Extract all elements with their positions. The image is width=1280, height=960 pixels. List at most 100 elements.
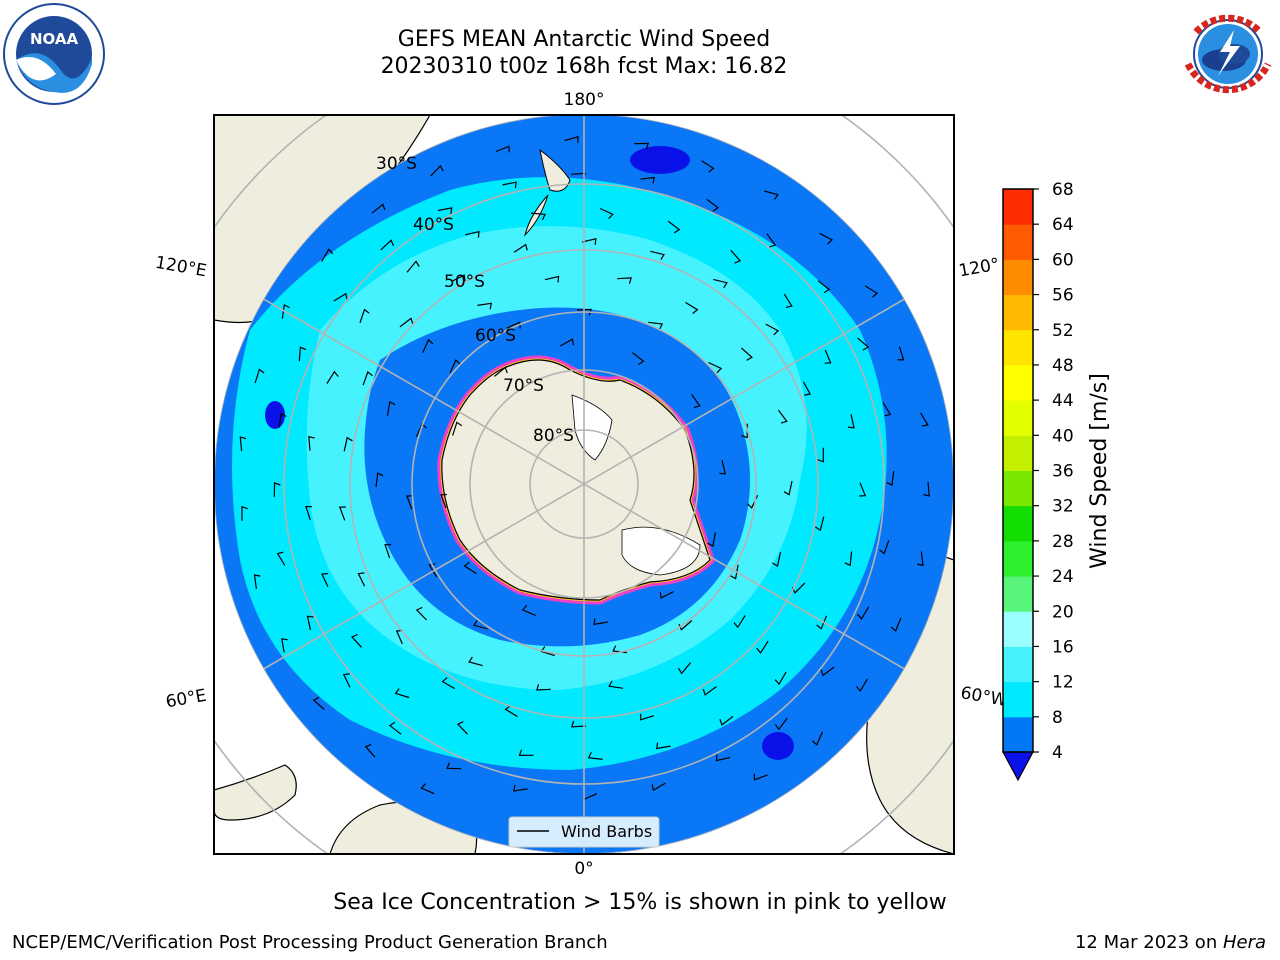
map-frame-border	[213, 114, 955, 855]
colorbar-segment	[1003, 329, 1033, 366]
graticule	[214, 115, 954, 854]
wind-barb	[879, 540, 890, 555]
chart-subtitle: 20230310 t00z 168h fcst Max: 16.82	[380, 54, 788, 79]
footer-date-text: 12 Mar 2023 on	[1074, 932, 1223, 953]
wind-barb	[449, 359, 461, 374]
wind-barb	[855, 678, 868, 693]
wind-barb	[357, 572, 366, 587]
wind-barb	[859, 482, 867, 497]
calm-patch	[630, 146, 690, 174]
wind-barb	[756, 640, 769, 654]
wind-barb	[362, 371, 373, 386]
wind-barb	[774, 671, 787, 686]
lon-label-120e: 120°E	[154, 253, 208, 282]
wind-barb	[518, 749, 534, 757]
wind-barb	[713, 278, 728, 289]
wind-barb	[811, 731, 823, 746]
wind-barb	[422, 338, 434, 353]
colorbar-segment	[1003, 224, 1033, 260]
wind-barb	[593, 618, 608, 626]
lat-label-80s: 80°S	[533, 426, 574, 446]
wind-barb	[428, 563, 438, 578]
noaa-logo: NOAA	[3, 3, 105, 105]
wind-barb	[667, 220, 681, 234]
footer-credit: NCEP/EMC/Verification Post Processing Pr…	[12, 932, 608, 953]
wind-barb	[719, 715, 734, 726]
ross-ice-shelf	[571, 394, 613, 461]
wind-barb	[701, 160, 715, 173]
wind-barb	[468, 656, 483, 667]
colorbar-tick-label: 28	[1052, 532, 1074, 552]
wind-barb	[343, 436, 353, 452]
colorbar-segment	[1003, 611, 1033, 647]
wind-barb	[452, 421, 463, 436]
nws-logo	[1178, 4, 1278, 104]
wind-barb	[477, 302, 493, 310]
legend-box	[508, 816, 660, 848]
wind-barb	[495, 145, 510, 153]
wind-barb	[651, 782, 666, 792]
wind-barb	[659, 591, 674, 599]
wind-barb	[375, 472, 384, 488]
wind-barb	[708, 361, 723, 374]
wind-barb	[273, 482, 281, 497]
colorbar-tick-label: 44	[1052, 391, 1074, 411]
colorbar-segment	[1003, 646, 1033, 683]
wind-barb	[278, 412, 287, 428]
colorbar-segments	[1003, 189, 1033, 753]
wind-barb	[430, 164, 444, 177]
wind-barb	[764, 190, 779, 200]
colorbar-segment	[1003, 294, 1033, 331]
wind-barb	[634, 142, 650, 150]
wind-barb	[308, 435, 315, 451]
wind-barb	[544, 275, 560, 283]
wind-barb	[406, 495, 413, 510]
colorbar-segment	[1003, 364, 1033, 401]
wind-barb	[321, 248, 334, 262]
wind-barb	[599, 207, 614, 220]
colorbar-tick-label: 40	[1052, 426, 1074, 446]
legend-label: Wind Barbs	[561, 822, 652, 841]
wind-barb	[364, 743, 376, 758]
wind-barb	[576, 308, 592, 316]
wind-barb	[819, 232, 834, 245]
wind-barb	[886, 471, 895, 486]
colorbar-tick-label: 16	[1052, 637, 1074, 657]
wind-barb	[394, 688, 410, 699]
wind-barb	[677, 662, 692, 675]
wind-barb	[639, 713, 655, 721]
wind-barb	[306, 615, 314, 631]
wind-barb	[816, 615, 828, 630]
wind-barb	[715, 754, 731, 762]
colorbar-tick-label: 8	[1052, 708, 1063, 728]
colorbar-segment	[1003, 540, 1033, 577]
colorbar-segment	[1003, 681, 1033, 718]
colorbar-segment	[1003, 189, 1033, 225]
colorbar-segment	[1003, 716, 1033, 753]
wind-barb	[239, 436, 247, 452]
wind-barb	[321, 572, 329, 588]
wind-barb	[897, 346, 905, 361]
legend: Wind Barbs	[508, 816, 660, 848]
wind-barb	[890, 617, 902, 632]
wind-barb	[253, 574, 261, 589]
madagascar-landmass	[214, 764, 297, 821]
colorbar-segment	[1003, 470, 1033, 507]
calm-patch	[762, 732, 794, 760]
wind-barb	[766, 233, 777, 248]
colorbar-tick-label: 48	[1052, 356, 1074, 376]
lon-label-180: 180°	[564, 90, 605, 110]
wind-barb	[463, 561, 477, 575]
colorbar-tick-label: 12	[1052, 673, 1074, 693]
footer-machine: Hera	[1222, 932, 1266, 953]
wind-barb	[655, 742, 671, 750]
wind-barb	[857, 606, 870, 620]
wind-barb	[771, 552, 782, 567]
wind-barb	[650, 250, 665, 261]
wind-barb	[359, 308, 370, 323]
wind-barb	[857, 337, 870, 351]
colorbar-tick-label: 56	[1052, 286, 1074, 306]
colorbar-segment	[1003, 505, 1033, 542]
colorbar-tick-label: 52	[1052, 321, 1074, 341]
